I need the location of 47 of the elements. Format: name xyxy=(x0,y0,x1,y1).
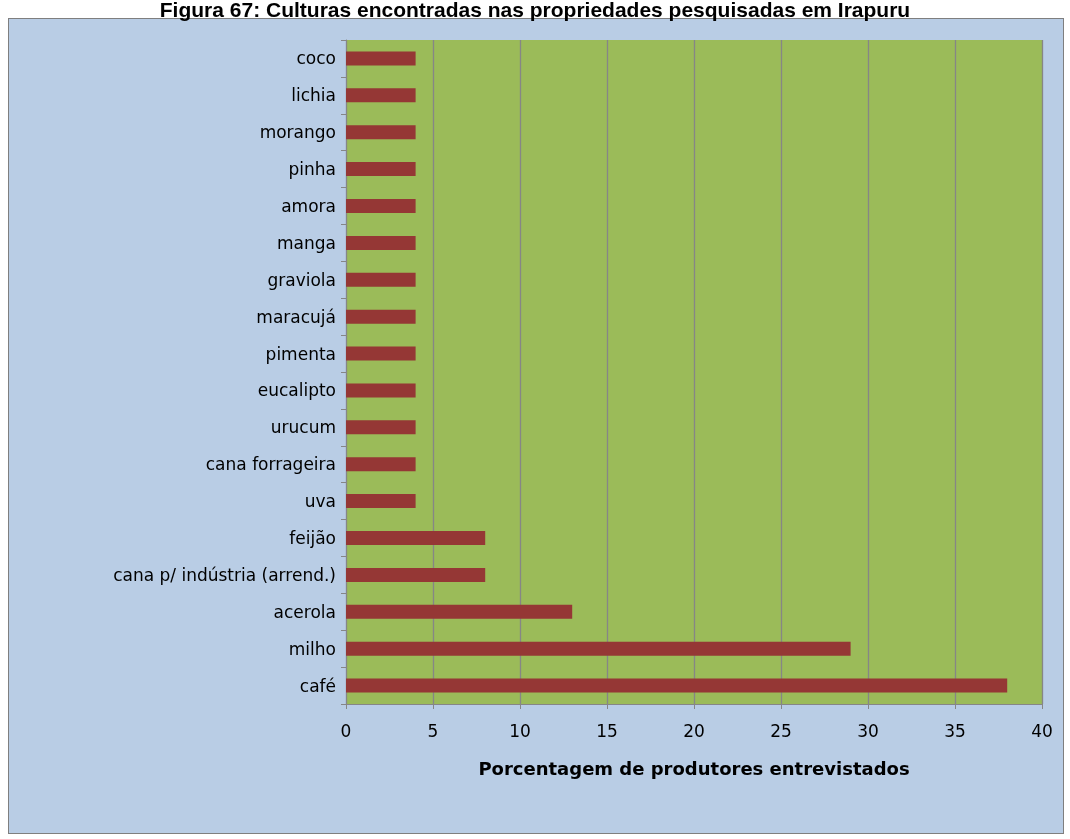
y-tick-label: pinha xyxy=(288,159,336,180)
x-tick-label: 15 xyxy=(596,720,618,741)
x-tick-label: 25 xyxy=(770,720,792,741)
y-tick-label: cana forrageira xyxy=(205,454,336,475)
y-tick-label: graviola xyxy=(267,269,336,290)
bar xyxy=(346,678,1008,693)
bar xyxy=(346,604,573,619)
bar xyxy=(346,162,416,177)
y-tick-label: manga xyxy=(277,232,336,253)
x-tick-label: 40 xyxy=(1031,720,1053,741)
y-tick-label: maracujá xyxy=(256,306,336,327)
y-tick-label: urucum xyxy=(270,417,336,438)
bar xyxy=(346,494,416,509)
x-tick-label: 5 xyxy=(427,720,439,741)
y-tick-label: uva xyxy=(304,491,336,512)
bar xyxy=(346,235,416,250)
bar xyxy=(346,51,416,66)
y-tick-label: acerola xyxy=(273,601,336,622)
y-tick-label: lichia xyxy=(291,85,336,106)
bar xyxy=(346,530,486,546)
bar xyxy=(346,420,416,435)
bar xyxy=(346,383,416,398)
y-tick-label: café xyxy=(299,675,336,696)
bar xyxy=(346,457,416,472)
bar xyxy=(346,346,416,361)
x-tick-label: 30 xyxy=(857,720,879,741)
y-tick-label: pimenta xyxy=(265,343,336,364)
y-tick-label: amora xyxy=(281,196,336,216)
y-tick-label: morango xyxy=(259,122,336,143)
bar xyxy=(346,198,416,214)
y-tick-label: cana p/ indústria (arrend.) xyxy=(113,564,336,585)
bar xyxy=(346,125,416,140)
y-tick-label: coco xyxy=(296,48,336,69)
x-tick-label: 10 xyxy=(509,720,531,741)
bar xyxy=(346,641,851,656)
chart-title: Figura 67: Culturas encontradas nas propriedades pesquisadas em Irapuru xyxy=(158,0,912,22)
x-tick-label: 20 xyxy=(683,720,705,741)
bar xyxy=(346,88,416,103)
bar xyxy=(346,272,416,287)
bar xyxy=(346,309,416,324)
x-tick-label: 35 xyxy=(944,720,966,741)
y-tick-label: eucalipto xyxy=(257,380,336,401)
bar xyxy=(346,567,486,582)
y-tick-label: feijão xyxy=(289,528,336,548)
x-axis-title: Porcentagem de produtores entrevistados xyxy=(478,757,910,779)
y-tick-label: milho xyxy=(288,638,336,659)
x-tick-label: 0 xyxy=(340,720,352,741)
